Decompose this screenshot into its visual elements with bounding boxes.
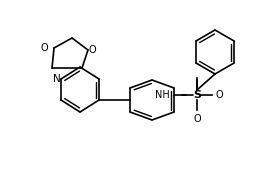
- Text: O: O: [88, 45, 96, 55]
- Text: N: N: [53, 74, 61, 84]
- Text: O: O: [215, 90, 223, 100]
- Text: O: O: [40, 43, 48, 53]
- Text: S: S: [193, 90, 201, 100]
- Text: NH: NH: [155, 90, 170, 100]
- Text: O: O: [193, 114, 201, 124]
